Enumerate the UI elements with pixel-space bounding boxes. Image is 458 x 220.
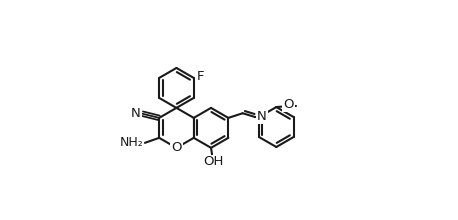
- Text: N: N: [131, 107, 141, 120]
- Text: N: N: [257, 110, 267, 123]
- Text: NH₂: NH₂: [120, 136, 144, 149]
- Text: F: F: [197, 70, 204, 83]
- Text: O: O: [283, 99, 294, 112]
- Text: O: O: [171, 141, 182, 154]
- Text: OH: OH: [204, 156, 224, 169]
